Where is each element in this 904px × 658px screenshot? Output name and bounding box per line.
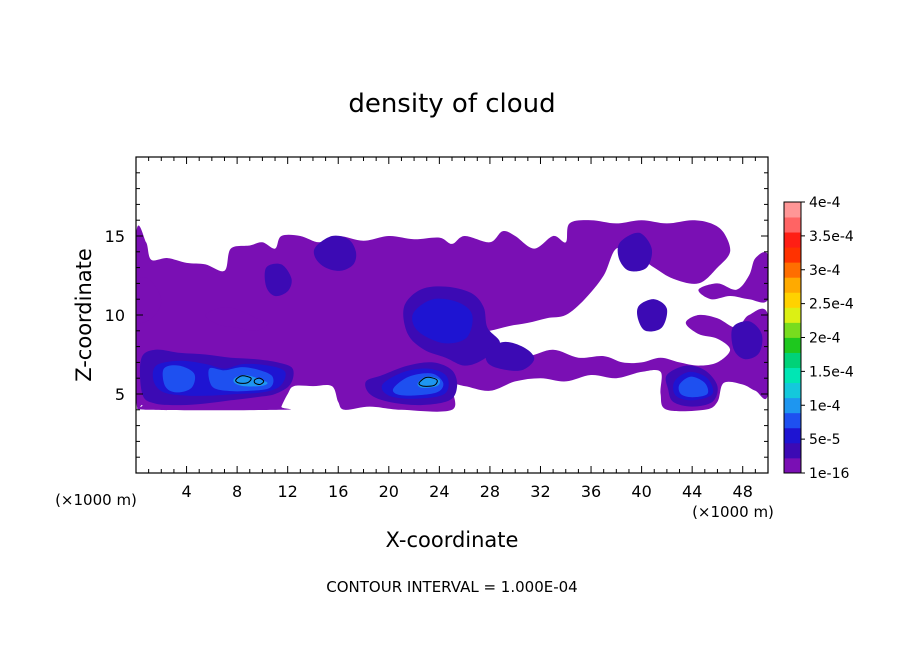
x-tick-label: 40 <box>631 482 651 501</box>
colorbar-swatch <box>784 217 801 233</box>
density-region-mid <box>264 263 292 297</box>
density-region-mid <box>731 321 763 360</box>
x-tick-label: 28 <box>480 482 500 501</box>
density-region-mid <box>617 232 653 272</box>
x-unit-label-left: (×1000 m) <box>55 491 137 509</box>
y-tick-label: 15 <box>105 227 125 246</box>
chart-title: density of cloud <box>348 89 555 119</box>
colorbar-label: 5e-5 <box>809 432 840 448</box>
density-region-mid <box>485 341 535 371</box>
colorbar-swatch <box>784 232 801 248</box>
colorbar-swatch <box>784 262 801 278</box>
colorbar-swatch <box>784 337 801 353</box>
colorbar-label: 2.5e-4 <box>809 297 854 313</box>
x-tick-label: 16 <box>328 482 348 501</box>
colorbar-swatch <box>784 307 801 323</box>
colorbar-swatch <box>784 412 801 429</box>
colorbar-swatch <box>784 247 801 263</box>
colorbar-legend: 1e-16 5e-5 1e-4 1.5e-4 2e-4 2.5e-4 3e-4 3.5e-4 4… <box>783 195 854 482</box>
x-tick-label: 24 <box>429 482 449 501</box>
contour-interval-note: CONTOUR INTERVAL = 1.000E-04 <box>326 578 577 596</box>
density-region-low <box>205 307 269 331</box>
x-tick-label: 12 <box>278 482 298 501</box>
density-region-high <box>162 365 196 393</box>
colorbar-label: 1e-16 <box>809 466 849 482</box>
density-region-low <box>698 252 768 303</box>
colorbar-label: 1e-4 <box>809 398 841 414</box>
x-tick-label: 36 <box>581 482 601 501</box>
x-tick-label: 20 <box>379 482 399 501</box>
colorbar-swatch <box>784 202 801 218</box>
x-axis-label: X-coordinate <box>386 528 519 552</box>
x-tick-label: 44 <box>682 482 702 501</box>
colorbar-label: 3.5e-4 <box>809 229 854 245</box>
colorbar-swatch <box>784 352 801 369</box>
x-tick-label: 4 <box>181 482 191 501</box>
colorbar-label: 1.5e-4 <box>809 364 854 380</box>
y-tick-label: 5 <box>115 385 125 404</box>
contour-line <box>418 376 438 387</box>
colorbar-swatch <box>784 427 801 444</box>
density-field <box>136 220 768 412</box>
y-axis: 5 10 15 <box>105 172 768 458</box>
colorbar-swatch <box>784 397 801 414</box>
colorbar-swatch <box>784 367 801 384</box>
density-region-high <box>678 376 709 398</box>
density-region-low <box>136 277 162 324</box>
colorbar-swatch <box>784 442 801 459</box>
contour-lines <box>235 375 438 387</box>
density-region-mid2 <box>412 298 473 344</box>
colorbar-label: 3e-4 <box>809 263 841 279</box>
colorbar-swatch <box>784 457 801 474</box>
contour-line <box>235 375 252 384</box>
colorbar-label: 2e-4 <box>809 331 841 347</box>
colorbar-swatch <box>784 292 801 308</box>
density-region-mid <box>637 299 668 332</box>
x-tick-label: 32 <box>530 482 550 501</box>
colorbar-label: 4e-4 <box>809 195 841 211</box>
colorbar-swatch <box>784 277 801 293</box>
density-region-mid <box>313 235 357 271</box>
x-tick-label: 48 <box>733 482 753 501</box>
contour-line <box>253 377 265 386</box>
x-unit-label-right: (×1000 m) <box>692 503 774 521</box>
colorbar-swatch <box>784 322 801 338</box>
y-tick-label: 10 <box>105 306 125 325</box>
colorbar-swatch <box>784 382 801 399</box>
x-axis: 4 8 12 16 20 24 28 32 36 40 44 48 <box>148 157 756 501</box>
y-axis-label: Z-coordinate <box>72 248 96 382</box>
x-tick-label: 8 <box>232 482 242 501</box>
